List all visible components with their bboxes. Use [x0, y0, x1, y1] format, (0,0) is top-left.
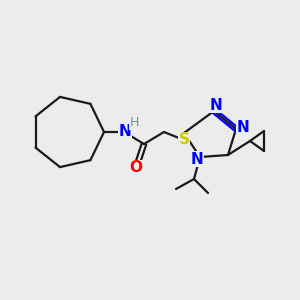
Text: S: S	[178, 133, 190, 148]
Text: O: O	[130, 160, 142, 175]
Text: N: N	[190, 152, 203, 166]
Text: N: N	[237, 119, 249, 134]
Text: N: N	[118, 124, 131, 140]
Text: N: N	[210, 98, 222, 112]
Text: H: H	[129, 116, 139, 130]
